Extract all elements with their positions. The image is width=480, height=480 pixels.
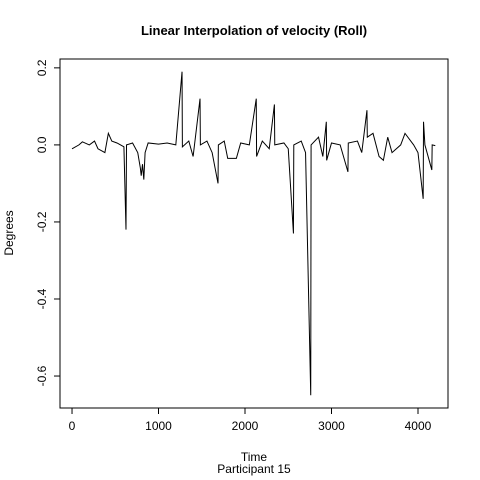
y-tick-label: -0.6 bbox=[35, 365, 49, 386]
y-axis-label: Degrees bbox=[2, 210, 16, 255]
y-tick-label: -0.4 bbox=[35, 288, 49, 309]
chart-title: Linear Interpolation of velocity (Roll) bbox=[141, 23, 367, 38]
x-tick-label: 2000 bbox=[232, 419, 259, 433]
y-tick-label: 0.0 bbox=[35, 136, 49, 153]
x-axis-label: Time bbox=[241, 450, 268, 464]
subtitle: Participant 15 bbox=[217, 462, 291, 476]
plot-frame bbox=[59, 58, 449, 409]
x-tick-label: 3000 bbox=[318, 419, 345, 433]
y-tick-label: 0.2 bbox=[35, 59, 49, 76]
y-tick-label: -0.2 bbox=[35, 211, 49, 232]
x-tick-label: 0 bbox=[69, 419, 76, 433]
data-line bbox=[71, 71, 436, 396]
x-tick-label: 4000 bbox=[405, 419, 432, 433]
x-tick-label: 1000 bbox=[145, 419, 172, 433]
